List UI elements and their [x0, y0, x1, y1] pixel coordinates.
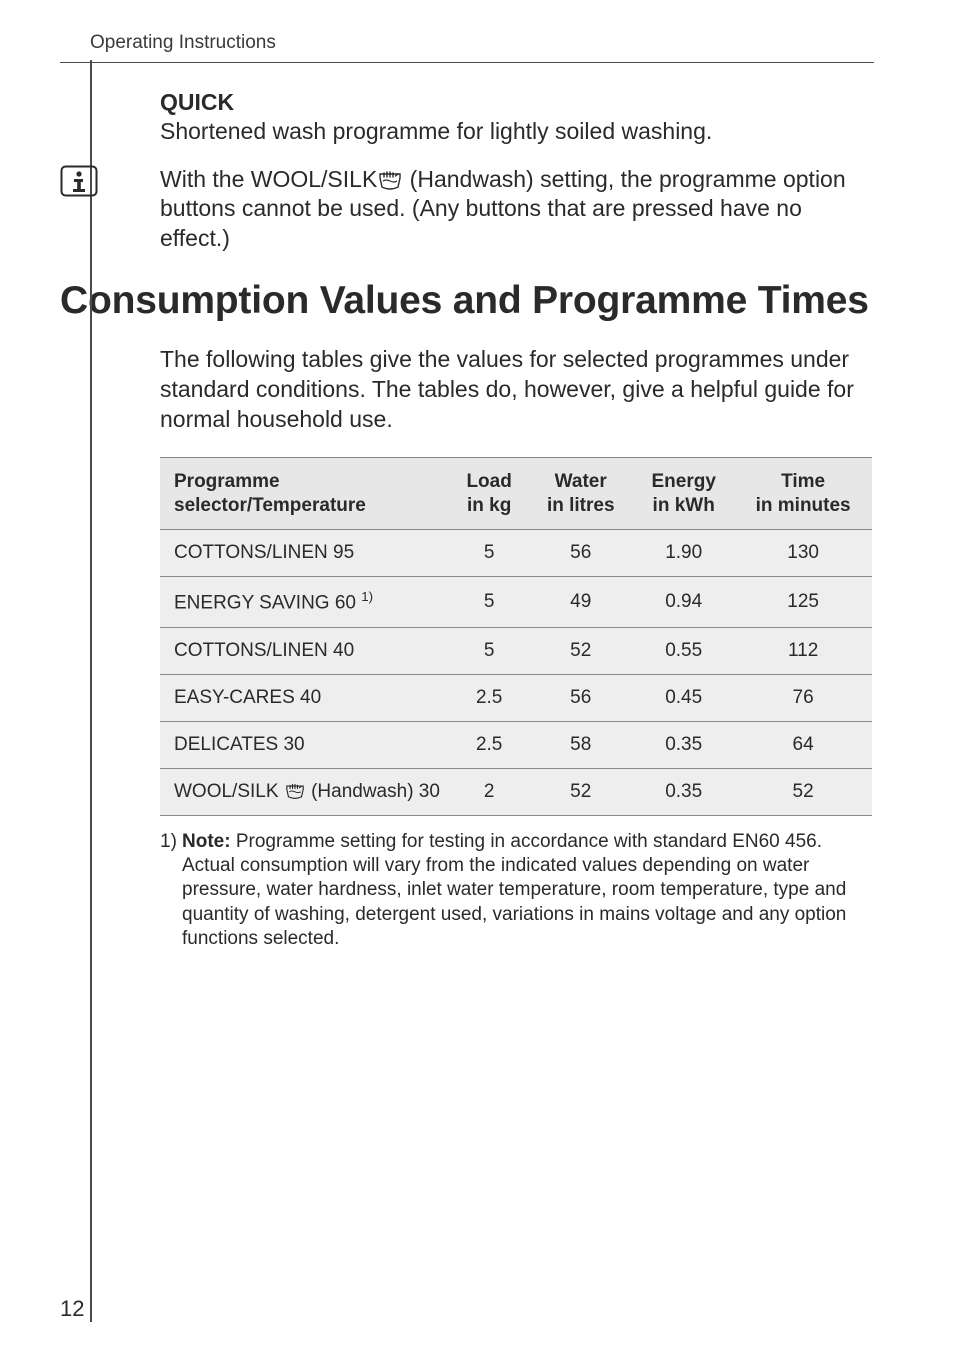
th-time: Time in minutes [734, 457, 872, 530]
cell-load: 5 [450, 530, 528, 577]
th-load-l1: Load [466, 471, 511, 492]
cell-load: 5 [450, 577, 528, 627]
cell-programme: WOOL/SILK (Handwash) 30 [160, 768, 450, 815]
footnote-body: Note: Programme setting for testing in a… [182, 830, 874, 952]
page-content: QUICK Shortened wash programme for light… [160, 89, 874, 951]
footnote-rest: Programme setting for testing in accorda… [182, 831, 846, 949]
th-energy-l1: Energy [651, 471, 715, 492]
page-number: 12 [60, 1296, 84, 1322]
th-load: Load in kg [450, 457, 528, 530]
table-row: WOOL/SILK (Handwash) 302520.3552 [160, 768, 872, 815]
cell-load: 2.5 [450, 721, 528, 768]
table-row: ENERGY SAVING 60 1)5490.94125 [160, 577, 872, 627]
info-note: With the WOOL/SILK (Handwash) setting, t… [160, 165, 874, 253]
table-row: EASY-CARES 40 2.5560.4576 [160, 674, 872, 721]
cell-programme: EASY-CARES 40 [160, 674, 450, 721]
footnote-marker: 1) [160, 830, 182, 952]
cell-time: 76 [734, 674, 872, 721]
cell-time: 64 [734, 721, 872, 768]
page: Operating Instructions QUICK Shortened w… [0, 0, 954, 1352]
handwash-icon [284, 782, 306, 800]
cell-energy: 0.94 [633, 577, 734, 627]
handwash-icon [377, 169, 403, 191]
cell-water: 52 [528, 627, 633, 674]
cell-time: 125 [734, 577, 872, 627]
table-body: COTTONS/LINEN 955561.90130ENERGY SAVING … [160, 530, 872, 815]
running-header: Operating Instructions [60, 30, 874, 63]
cell-load: 2.5 [450, 674, 528, 721]
th-energy-l2: in kWh [653, 495, 715, 516]
cell-water: 56 [528, 674, 633, 721]
cell-water: 58 [528, 721, 633, 768]
consumption-table: Programme selector/Temperature Load in k… [160, 457, 872, 816]
th-programme: Programme selector/Temperature [160, 457, 450, 530]
info-text: With the WOOL/SILK (Handwash) setting, t… [160, 165, 874, 253]
cell-energy: 0.35 [633, 768, 734, 815]
cell-energy: 0.45 [633, 674, 734, 721]
th-water-l2: in litres [547, 495, 615, 516]
cell-time: 112 [734, 627, 872, 674]
cell-load: 2 [450, 768, 528, 815]
cell-time: 52 [734, 768, 872, 815]
cell-programme: DELICATES 30 [160, 721, 450, 768]
cell-load: 5 [450, 627, 528, 674]
cell-water: 56 [528, 530, 633, 577]
footnote: 1) Note: Programme setting for testing i… [160, 830, 874, 952]
table-row: COTTONS/LINEN 40 5520.55112 [160, 627, 872, 674]
cell-time: 130 [734, 530, 872, 577]
th-time-l2: in minutes [756, 495, 851, 516]
table-row: DELICATES 30 2.5580.3564 [160, 721, 872, 768]
cell-text: WOOL/SILK [174, 781, 284, 802]
cell-water: 49 [528, 577, 633, 627]
cell-programme: COTTONS/LINEN 95 [160, 530, 450, 577]
th-time-l1: Time [781, 471, 825, 492]
table-row: COTTONS/LINEN 95 5561.90130 [160, 530, 872, 577]
vertical-rule [90, 60, 92, 1322]
cell-water: 52 [528, 768, 633, 815]
th-water-l1: Water [555, 471, 607, 492]
cell-programme: COTTONS/LINEN 40 [160, 627, 450, 674]
quick-body: Shortened wash programme for lightly soi… [160, 118, 874, 145]
th-energy: Energy in kWh [633, 457, 734, 530]
footnote-bold: Note: [182, 831, 231, 852]
cell-energy: 0.55 [633, 627, 734, 674]
quick-heading: QUICK [160, 89, 874, 116]
intro-paragraph: The following tables give the values for… [160, 345, 874, 435]
cell-text: COTTONS/LINEN 95 [174, 542, 354, 563]
cell-superscript: 1) [361, 589, 373, 604]
cell-text: EASY-CARES 40 [174, 687, 321, 708]
cell-text: (Handwash) 30 [306, 781, 440, 802]
cell-text: COTTONS/LINEN 40 [174, 640, 354, 661]
th-load-l2: in kg [467, 495, 511, 516]
table-header-row: Programme selector/Temperature Load in k… [160, 457, 872, 530]
page-title: Consumption Values and Programme Times [60, 279, 874, 323]
cell-text: DELICATES 30 [174, 734, 305, 755]
cell-programme: ENERGY SAVING 60 1) [160, 577, 450, 627]
info-icon [60, 165, 98, 197]
cell-text: ENERGY SAVING 60 [174, 593, 361, 614]
info-prefix: With the WOOL/SILK [160, 166, 377, 192]
cell-energy: 0.35 [633, 721, 734, 768]
cell-energy: 1.90 [633, 530, 734, 577]
th-water: Water in litres [528, 457, 633, 530]
